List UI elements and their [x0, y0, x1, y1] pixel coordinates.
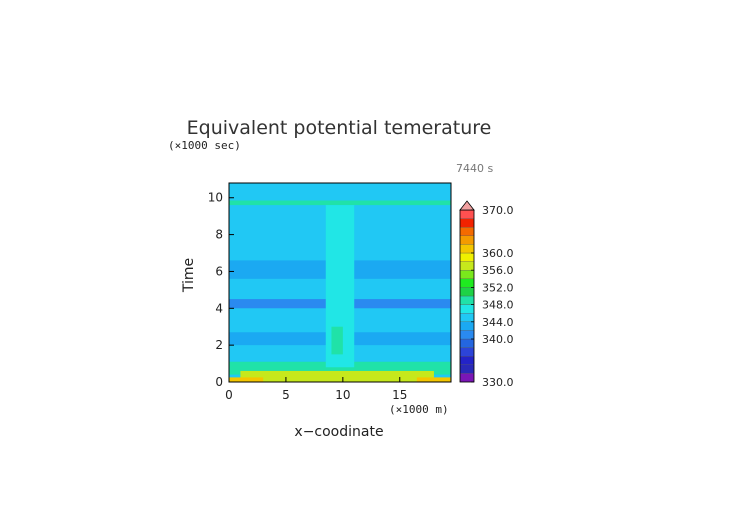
- colorbar-segment: [459, 356, 475, 365]
- colorbar-segment: [459, 364, 475, 374]
- contour-region: [229, 200, 451, 206]
- x-tick-label: 0: [225, 388, 233, 402]
- colorbar-tick-label: 356.0: [482, 264, 514, 277]
- x-tick-label: 15: [392, 388, 407, 402]
- colorbar-segment: [459, 218, 475, 228]
- x-unit-label: (×1000 m): [389, 403, 449, 416]
- colorbar-tick-label: 370.0: [482, 204, 514, 217]
- colorbar-tick-label: 360.0: [482, 247, 514, 260]
- colorbar-segment: [459, 295, 475, 305]
- colorbar-tick-label: 340.0: [482, 333, 514, 346]
- y-axis-ticks: 0 2 4 6 8 10: [208, 191, 234, 389]
- colorbar-segment: [459, 304, 475, 314]
- colorbar-segment: [459, 278, 475, 288]
- y-axis-label: Time: [181, 258, 197, 293]
- colorbar-segment: [459, 313, 475, 322]
- colorbar-segment: [459, 321, 475, 331]
- y-tick-label: 0: [215, 375, 223, 389]
- contour-region: [229, 377, 264, 382]
- y-unit-label: (×1000 sec): [168, 139, 241, 152]
- chart-title: Equivalent potential temerature: [187, 117, 492, 139]
- colorbar-segment: [459, 209, 475, 219]
- colorbar-tick-label: 344.0: [482, 316, 514, 329]
- y-tick-label: 4: [215, 301, 223, 315]
- colorbar-segment: [459, 330, 475, 340]
- colorbar: 330.0 340.0 344.0 348.0 352.0 356.0 360.0 370.0: [459, 200, 514, 389]
- x-tick-label: 10: [335, 388, 350, 402]
- contour-region: [240, 370, 434, 382]
- y-tick-label: 10: [208, 191, 223, 205]
- colorbar-segment: [459, 347, 475, 357]
- colorbar-segment: [459, 227, 475, 236]
- contour-region: [416, 377, 451, 382]
- y-tick-label: 2: [215, 338, 223, 352]
- colorbar-tick-label: 330.0: [482, 376, 514, 389]
- plot-frame: [228, 182, 452, 383]
- colorbar-extend-arrow: [459, 200, 475, 211]
- colorbar-segment: [459, 244, 475, 254]
- colorbar-tick-label: 352.0: [482, 281, 514, 294]
- colorbar-segment: [459, 252, 475, 262]
- contour-region: [331, 326, 343, 355]
- x-axis-ticks: 0 5 10 15: [225, 377, 407, 402]
- time-annotation: 7440 s: [456, 162, 493, 175]
- colorbar-segment: [459, 338, 475, 348]
- colorbar-segment: [459, 270, 475, 279]
- colorbar-segment: [459, 261, 475, 271]
- y-tick-label: 6: [215, 264, 223, 278]
- y-tick-label: 8: [215, 228, 223, 242]
- colorbar-segment: [459, 235, 475, 245]
- colorbar-segment: [459, 373, 475, 383]
- heatmap-field: [229, 183, 451, 382]
- x-axis-label: x−coodinate: [294, 424, 383, 440]
- colorbar-segment: [459, 287, 475, 297]
- x-tick-label: 5: [282, 388, 290, 402]
- colorbar-tick-label: 348.0: [482, 299, 514, 312]
